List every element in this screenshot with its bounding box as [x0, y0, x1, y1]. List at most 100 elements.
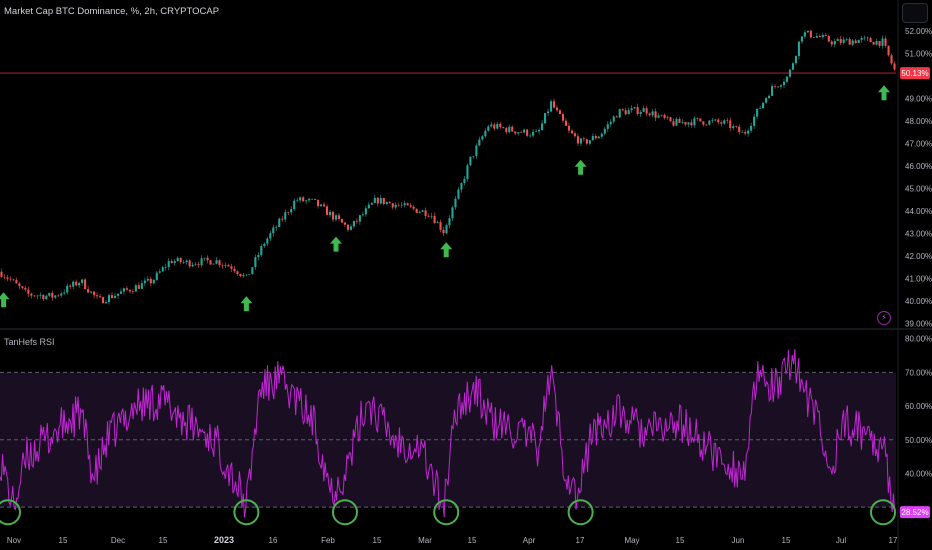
rsi-pane[interactable]: [0, 371, 896, 508]
candle-body: [708, 120, 711, 125]
candle-body: [48, 292, 51, 296]
candle-body: [239, 273, 242, 277]
candle-body: [457, 189, 460, 199]
candle-body: [705, 124, 708, 126]
candle-body: [484, 130, 487, 137]
candle-body: [549, 101, 553, 112]
candle-body: [81, 279, 84, 283]
candle-body: [0, 271, 3, 277]
candle-body: [134, 285, 137, 292]
candle-body: [675, 118, 678, 126]
candle-body: [472, 156, 475, 157]
candle-body: [427, 216, 430, 217]
price-axis-label: 45.00%: [905, 185, 932, 194]
candle-body: [99, 296, 102, 298]
candle-body: [678, 118, 681, 123]
candle-body: [325, 206, 329, 216]
candle-body: [863, 37, 866, 39]
candle-body: [797, 41, 800, 57]
candle-body: [502, 127, 505, 128]
candle-body: [215, 260, 218, 264]
axes[interactable]: 52.00% 51.00% 49.00% 48.00% 47.00% 46.00% 45.0…: [7, 27, 932, 545]
candle-body: [164, 267, 167, 268]
up-arrow-icon: [330, 236, 342, 252]
candle-body: [161, 267, 164, 272]
candle-body: [839, 39, 842, 43]
price-axis-label: 40.00%: [905, 297, 932, 306]
candle-body: [573, 133, 576, 137]
candle-body: [101, 297, 105, 304]
up-arrow-shape: [440, 242, 453, 258]
candle-body: [439, 222, 442, 230]
candle-body: [18, 283, 21, 287]
candle-body: [236, 271, 239, 274]
candle-body: [514, 131, 517, 134]
candle-body: [373, 197, 376, 203]
candle-body: [711, 120, 714, 122]
candle-body: [872, 42, 875, 45]
buy-arrows: [0, 85, 890, 312]
candle-body: [726, 120, 729, 121]
candle-body: [385, 201, 388, 205]
candle-body: [558, 110, 562, 115]
candle-body: [149, 278, 152, 284]
candle-body: [352, 220, 355, 227]
candle-body: [702, 121, 705, 125]
candle-body: [409, 205, 412, 207]
time-axis-label: 15: [159, 536, 168, 545]
candle-body: [287, 212, 290, 213]
candle-body: [869, 38, 872, 43]
candle-body: [627, 110, 630, 115]
candle-body: [800, 36, 803, 42]
rsi-indicator-label[interactable]: TanHefs RSI: [4, 337, 55, 347]
candle-body: [768, 95, 771, 99]
candle-body: [887, 45, 890, 56]
lightning-icon[interactable]: ⚡: [877, 311, 891, 325]
candle-body: [93, 291, 96, 296]
candle-body: [388, 201, 391, 204]
candle-body: [830, 41, 833, 45]
candle-body: [821, 35, 824, 38]
candle-body: [890, 55, 893, 64]
candle-body: [523, 129, 526, 133]
candle-body: [555, 107, 559, 111]
candle-body: [320, 204, 323, 207]
candle-body: [532, 131, 535, 136]
candle-body: [636, 107, 639, 115]
candle-body: [720, 122, 723, 124]
candle-body: [469, 156, 472, 166]
candle-body: [75, 281, 78, 286]
chart-menu-button[interactable]: [902, 3, 928, 23]
up-arrow-icon: [878, 85, 890, 101]
price-axis-label: 42.00%: [905, 252, 932, 261]
candle-body: [260, 246, 263, 255]
candle-body: [454, 198, 457, 208]
candle-body: [182, 262, 185, 263]
candle-body: [478, 139, 481, 146]
candle-body: [30, 293, 33, 296]
candle-body: [36, 295, 39, 297]
candle-body: [481, 136, 484, 140]
oversold-circle: [0, 499, 21, 526]
oversold-circle: [567, 499, 594, 526]
candle-body: [442, 229, 445, 234]
oversold-circle: [870, 499, 896, 526]
candle-body: [230, 266, 233, 269]
candle-body: [221, 265, 224, 266]
rsi-series: [0, 348, 897, 518]
time-axis-label: Dec: [111, 536, 125, 545]
candle-body: [406, 203, 409, 206]
candle-body: [45, 295, 48, 300]
rsi-axis-label: 60.00%: [905, 402, 932, 411]
candle-body: [505, 127, 508, 133]
candle-body: [714, 119, 717, 121]
candle-body: [848, 39, 851, 45]
candle-body: [541, 123, 544, 131]
candle-body: [284, 212, 287, 220]
candle-body: [493, 124, 496, 129]
candle-body: [358, 215, 361, 222]
candle-body: [12, 279, 15, 281]
candle-body: [131, 291, 134, 292]
